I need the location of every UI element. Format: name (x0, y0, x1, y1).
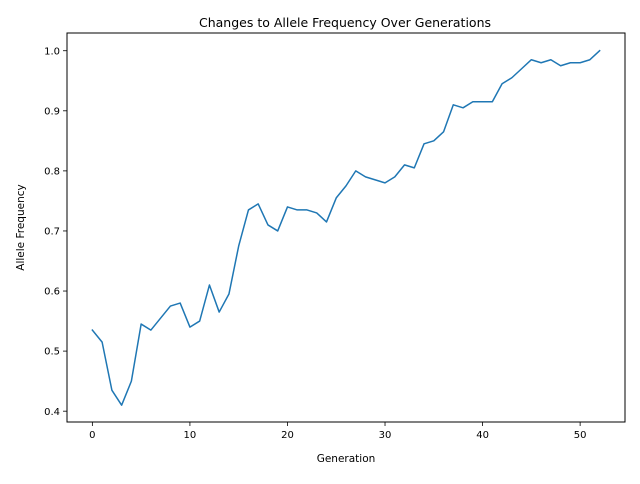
y-tick-label: 0.6 (44, 287, 60, 298)
y-tick-label: 0.7 (44, 227, 60, 238)
x-tick-label: 10 (184, 430, 197, 441)
x-tick-label: 30 (379, 430, 392, 441)
x-tick-label: 20 (281, 430, 294, 441)
chart-title: Changes to Allele Frequency Over Generat… (199, 15, 491, 30)
y-tick-label: 0.5 (44, 347, 60, 358)
x-tick-label: 40 (476, 430, 489, 441)
x-tick-label: 50 (574, 430, 587, 441)
y-tick-label: 1.0 (44, 46, 60, 57)
x-tick-label: 0 (89, 430, 95, 441)
y-tick-label: 0.8 (44, 166, 60, 177)
y-tick-label: 0.9 (44, 106, 60, 117)
y-tick-label: 0.4 (44, 407, 60, 418)
x-axis-label: Generation (317, 453, 376, 465)
y-axis-label: Allele Frequency (15, 184, 27, 270)
